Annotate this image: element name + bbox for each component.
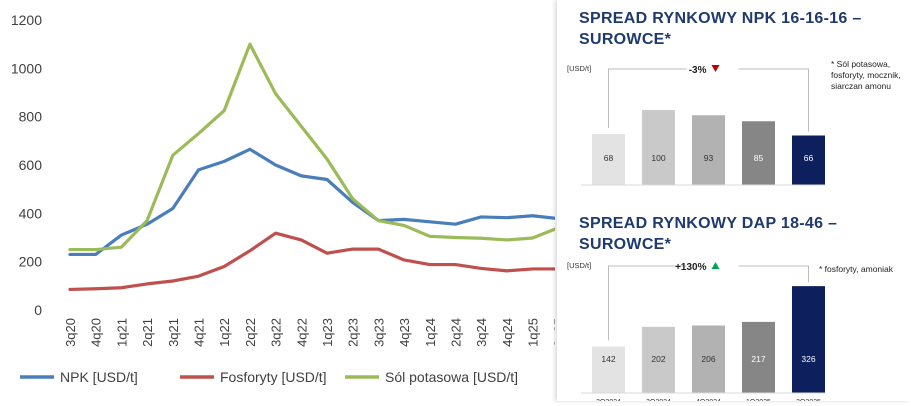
y-tick-label: 0 — [34, 302, 42, 318]
dap-spread-bar-chart: [USD/t] +130% 142 2Q2024 202 3Q2024 206 4Q2024 2… — [567, 261, 825, 401]
legend-label: Fosforyty [USD/t] — [220, 369, 327, 385]
series-line-1 — [68, 147, 560, 257]
y-tick-label: 800 — [19, 109, 43, 125]
legend-label: Sól potasowa [USD/t] — [385, 369, 518, 385]
bar-value-label: 100 — [651, 153, 665, 163]
x-tick-label: 4q24 — [500, 318, 515, 347]
bar-value-label: 66 — [804, 153, 814, 163]
x-tick-label: 1q23 — [320, 318, 335, 347]
y-tick-label: 1000 — [11, 60, 42, 76]
x-tick-label: 3q23 — [371, 318, 386, 347]
y-tick-label: 400 — [19, 205, 43, 221]
bar — [692, 115, 725, 185]
x-category-label: 2Q2025 — [796, 399, 821, 401]
npk-spread-bar-chart: [USD/t]-3%682Q20241003Q2024934Q2024851Q2… — [567, 64, 825, 186]
dap-note-line: * fosforyty, amoniak — [819, 264, 894, 274]
bar-value-label: 85 — [754, 153, 764, 163]
up-triangle-icon — [711, 262, 720, 269]
bar-value-label: 142 — [601, 354, 615, 364]
line-chart-panel: 0 200 400 600 800 1000 1200 3q20 4q20 1q21 2q21 3q2… — [11, 12, 566, 385]
change-label: -3% — [689, 65, 707, 76]
x-tick-label: 4q21 — [192, 318, 207, 347]
bar — [792, 286, 825, 393]
x-category-label: 3Q2024 — [646, 399, 671, 401]
bar — [592, 346, 625, 393]
x-tick-label: 2q21 — [140, 318, 155, 347]
line-chart: 0 200 400 600 800 1000 1200 3q20 4q20 1q21 2q21 3q2… — [11, 12, 566, 385]
x-tick-label: 2q24 — [449, 318, 464, 347]
x-tick-label: 3q20 — [63, 318, 78, 347]
npk-spread-title-line2: SUROWCE* — [579, 31, 672, 48]
bar — [642, 326, 675, 393]
npk-note-line: fosforyty, mocznik, — [831, 70, 901, 80]
bar-value-label: 93 — [704, 153, 714, 163]
x-tick-label: 1q21 — [114, 318, 129, 347]
bar — [692, 325, 725, 393]
x-tick-label: 3q22 — [269, 318, 284, 347]
series-line-2 — [68, 231, 560, 292]
x-tick-label: 1q24 — [423, 318, 438, 347]
x-tick-label: 1q22 — [217, 318, 232, 347]
x-category-label: 2Q2024 — [596, 399, 621, 401]
bar — [792, 135, 825, 185]
y-unit-label: [USD/t] — [567, 261, 591, 270]
x-tick-label: 1q25 — [526, 318, 541, 347]
dap-spread-title-line1: SPREAD RYNKOWY DAP 18-46 – — [579, 215, 838, 232]
bar-value-label: 326 — [801, 354, 815, 364]
x-tick-label: 3q24 — [474, 318, 489, 347]
bar — [742, 121, 775, 185]
x-tick-label: 2q22 — [243, 318, 258, 347]
x-tick-label: 4q23 — [397, 318, 412, 347]
npk-note-line: siarczan amonu — [831, 81, 892, 91]
down-triangle-icon — [711, 65, 720, 72]
series-line-3 — [68, 42, 560, 252]
change-label: +130% — [675, 262, 707, 273]
x-tick-label: 2q23 — [346, 318, 361, 347]
bar-value-label: 202 — [651, 354, 665, 364]
x-tick-label: 2q25 — [551, 318, 555, 347]
y-tick-label: 200 — [19, 254, 43, 270]
change-bracket — [608, 68, 687, 128]
npk-spread-title-line1: SPREAD RYNKOWY NPK 16-16-16 – — [579, 10, 862, 27]
x-tick-label: 4q20 — [89, 318, 104, 347]
npk-spread-title: SPREAD RYNKOWY NPK 16-16-16 – SUROWCE* — [579, 8, 862, 50]
spread-panels: SPREAD RYNKOWY NPK 16-16-16 – SUROWCE* *… — [557, 0, 911, 401]
bar-value-label: 206 — [701, 354, 715, 364]
dap-spread-title-line2: SUROWCE* — [579, 236, 672, 253]
y-unit-label: [USD/t] — [567, 64, 591, 73]
change-bracket — [738, 68, 809, 132]
y-tick-label: 1200 — [11, 12, 42, 28]
x-category-label: 4Q2024 — [696, 399, 721, 401]
change-bracket — [738, 265, 809, 283]
change-bracket — [608, 265, 687, 341]
dap-spread-note: * fosforyty, amoniak — [819, 264, 893, 275]
bar — [642, 110, 675, 185]
x-tick-label: 4q22 — [294, 318, 309, 347]
npk-spread-note: * Sól potasowa, fosforyty, mocznik, siar… — [831, 59, 901, 92]
x-category-label: 1Q2025 — [746, 399, 771, 401]
bar — [592, 134, 625, 185]
dap-spread-title: SPREAD RYNKOWY DAP 18-46 – SUROWCE* — [579, 213, 837, 255]
npk-note-line: * Sól potasowa, — [831, 59, 891, 69]
bar-value-label: 217 — [751, 354, 765, 364]
y-tick-label: 600 — [19, 157, 43, 173]
legend-label: NPK [USD/t] — [60, 369, 138, 385]
bar-value-label: 68 — [604, 153, 614, 163]
bar — [742, 321, 775, 393]
x-tick-label: 3q21 — [166, 318, 181, 347]
